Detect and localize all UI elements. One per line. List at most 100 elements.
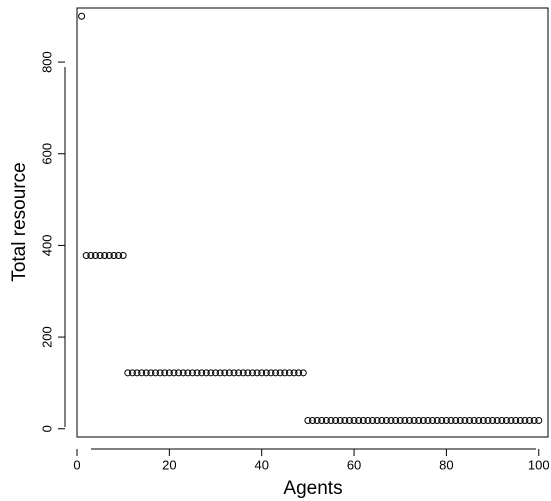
data-point bbox=[507, 417, 515, 424]
y-tick-label: 800 bbox=[39, 51, 54, 73]
data-point bbox=[202, 369, 210, 377]
y-tick-label: 400 bbox=[39, 235, 54, 257]
data-point bbox=[424, 417, 432, 424]
data-point bbox=[133, 369, 141, 377]
data-point bbox=[175, 369, 183, 377]
data-point bbox=[359, 417, 367, 424]
data-point bbox=[239, 369, 247, 377]
data-point bbox=[498, 417, 506, 424]
x-tick-label: 0 bbox=[73, 457, 80, 472]
data-point bbox=[179, 369, 187, 377]
data-point bbox=[387, 417, 395, 424]
data-point bbox=[304, 417, 312, 424]
plot-frame bbox=[76, 7, 549, 438]
data-point bbox=[489, 417, 497, 424]
data-point bbox=[193, 369, 201, 377]
x-tick-label: 20 bbox=[162, 457, 176, 472]
x-tick-label: 80 bbox=[439, 457, 453, 472]
x-tick-label: 100 bbox=[528, 457, 550, 472]
data-point bbox=[438, 417, 446, 424]
data-point bbox=[364, 417, 372, 424]
data-point bbox=[198, 369, 206, 377]
data-point bbox=[309, 417, 316, 424]
data-point bbox=[378, 417, 386, 424]
data-point bbox=[512, 417, 520, 424]
data-point bbox=[253, 369, 261, 377]
data-point bbox=[535, 417, 543, 424]
data-point bbox=[276, 369, 284, 377]
data-point bbox=[170, 369, 178, 377]
data-point bbox=[165, 369, 173, 377]
data-point bbox=[290, 369, 298, 377]
data-point bbox=[119, 252, 127, 259]
data-point bbox=[341, 417, 349, 424]
data-point bbox=[244, 369, 252, 377]
data-point bbox=[152, 369, 159, 377]
data-point bbox=[355, 417, 363, 424]
data-point bbox=[128, 369, 136, 377]
data-point bbox=[105, 252, 113, 259]
data-point bbox=[484, 417, 492, 424]
data-points bbox=[78, 12, 543, 424]
data-point bbox=[91, 252, 99, 259]
data-point bbox=[248, 369, 256, 377]
y-tick-label: 600 bbox=[39, 143, 54, 165]
data-point bbox=[110, 252, 118, 259]
x-axis: 0 20 40 60 80 100 bbox=[73, 448, 550, 472]
data-point bbox=[124, 369, 132, 377]
data-point bbox=[78, 12, 86, 20]
data-point bbox=[230, 369, 238, 377]
data-point bbox=[373, 417, 381, 424]
data-point bbox=[419, 417, 427, 424]
data-point bbox=[258, 369, 266, 377]
data-point bbox=[475, 417, 483, 424]
data-point bbox=[285, 369, 293, 377]
data-point bbox=[82, 252, 90, 259]
data-point bbox=[281, 369, 289, 377]
data-point bbox=[235, 369, 243, 377]
data-point bbox=[327, 417, 335, 424]
data-point bbox=[221, 369, 229, 377]
y-tick-label: 0 bbox=[39, 425, 54, 432]
data-point bbox=[96, 252, 104, 259]
data-point bbox=[115, 252, 123, 259]
data-point bbox=[161, 369, 169, 377]
data-point bbox=[530, 417, 538, 424]
x-tick-label: 60 bbox=[347, 457, 361, 472]
data-point bbox=[410, 417, 418, 424]
data-point bbox=[272, 369, 280, 377]
data-point bbox=[452, 417, 460, 424]
y-axis-title: Total resource bbox=[9, 162, 30, 281]
data-point bbox=[147, 369, 155, 377]
data-point bbox=[142, 369, 150, 377]
data-point bbox=[262, 369, 270, 377]
data-point bbox=[295, 369, 303, 377]
data-point bbox=[332, 417, 340, 424]
y-axis: 0 200 400 600 800 bbox=[39, 51, 66, 432]
data-point bbox=[369, 417, 377, 424]
data-point bbox=[516, 417, 524, 424]
data-point bbox=[470, 417, 478, 424]
data-point bbox=[502, 417, 510, 424]
data-point bbox=[461, 417, 469, 424]
data-point bbox=[318, 417, 326, 424]
data-point bbox=[396, 417, 404, 424]
data-point bbox=[267, 369, 275, 377]
data-point bbox=[299, 369, 307, 377]
data-point bbox=[101, 252, 109, 259]
data-point bbox=[336, 417, 344, 424]
data-point bbox=[138, 369, 146, 377]
data-point bbox=[87, 252, 95, 259]
data-point bbox=[382, 417, 390, 424]
data-point bbox=[188, 369, 196, 377]
data-point bbox=[313, 417, 321, 424]
data-point bbox=[156, 369, 164, 377]
data-point bbox=[392, 417, 400, 424]
data-point bbox=[207, 369, 215, 377]
data-point bbox=[433, 417, 441, 424]
data-point bbox=[456, 417, 464, 424]
data-point bbox=[401, 417, 409, 424]
x-axis-title: Agents bbox=[283, 478, 342, 499]
data-point bbox=[429, 417, 437, 424]
